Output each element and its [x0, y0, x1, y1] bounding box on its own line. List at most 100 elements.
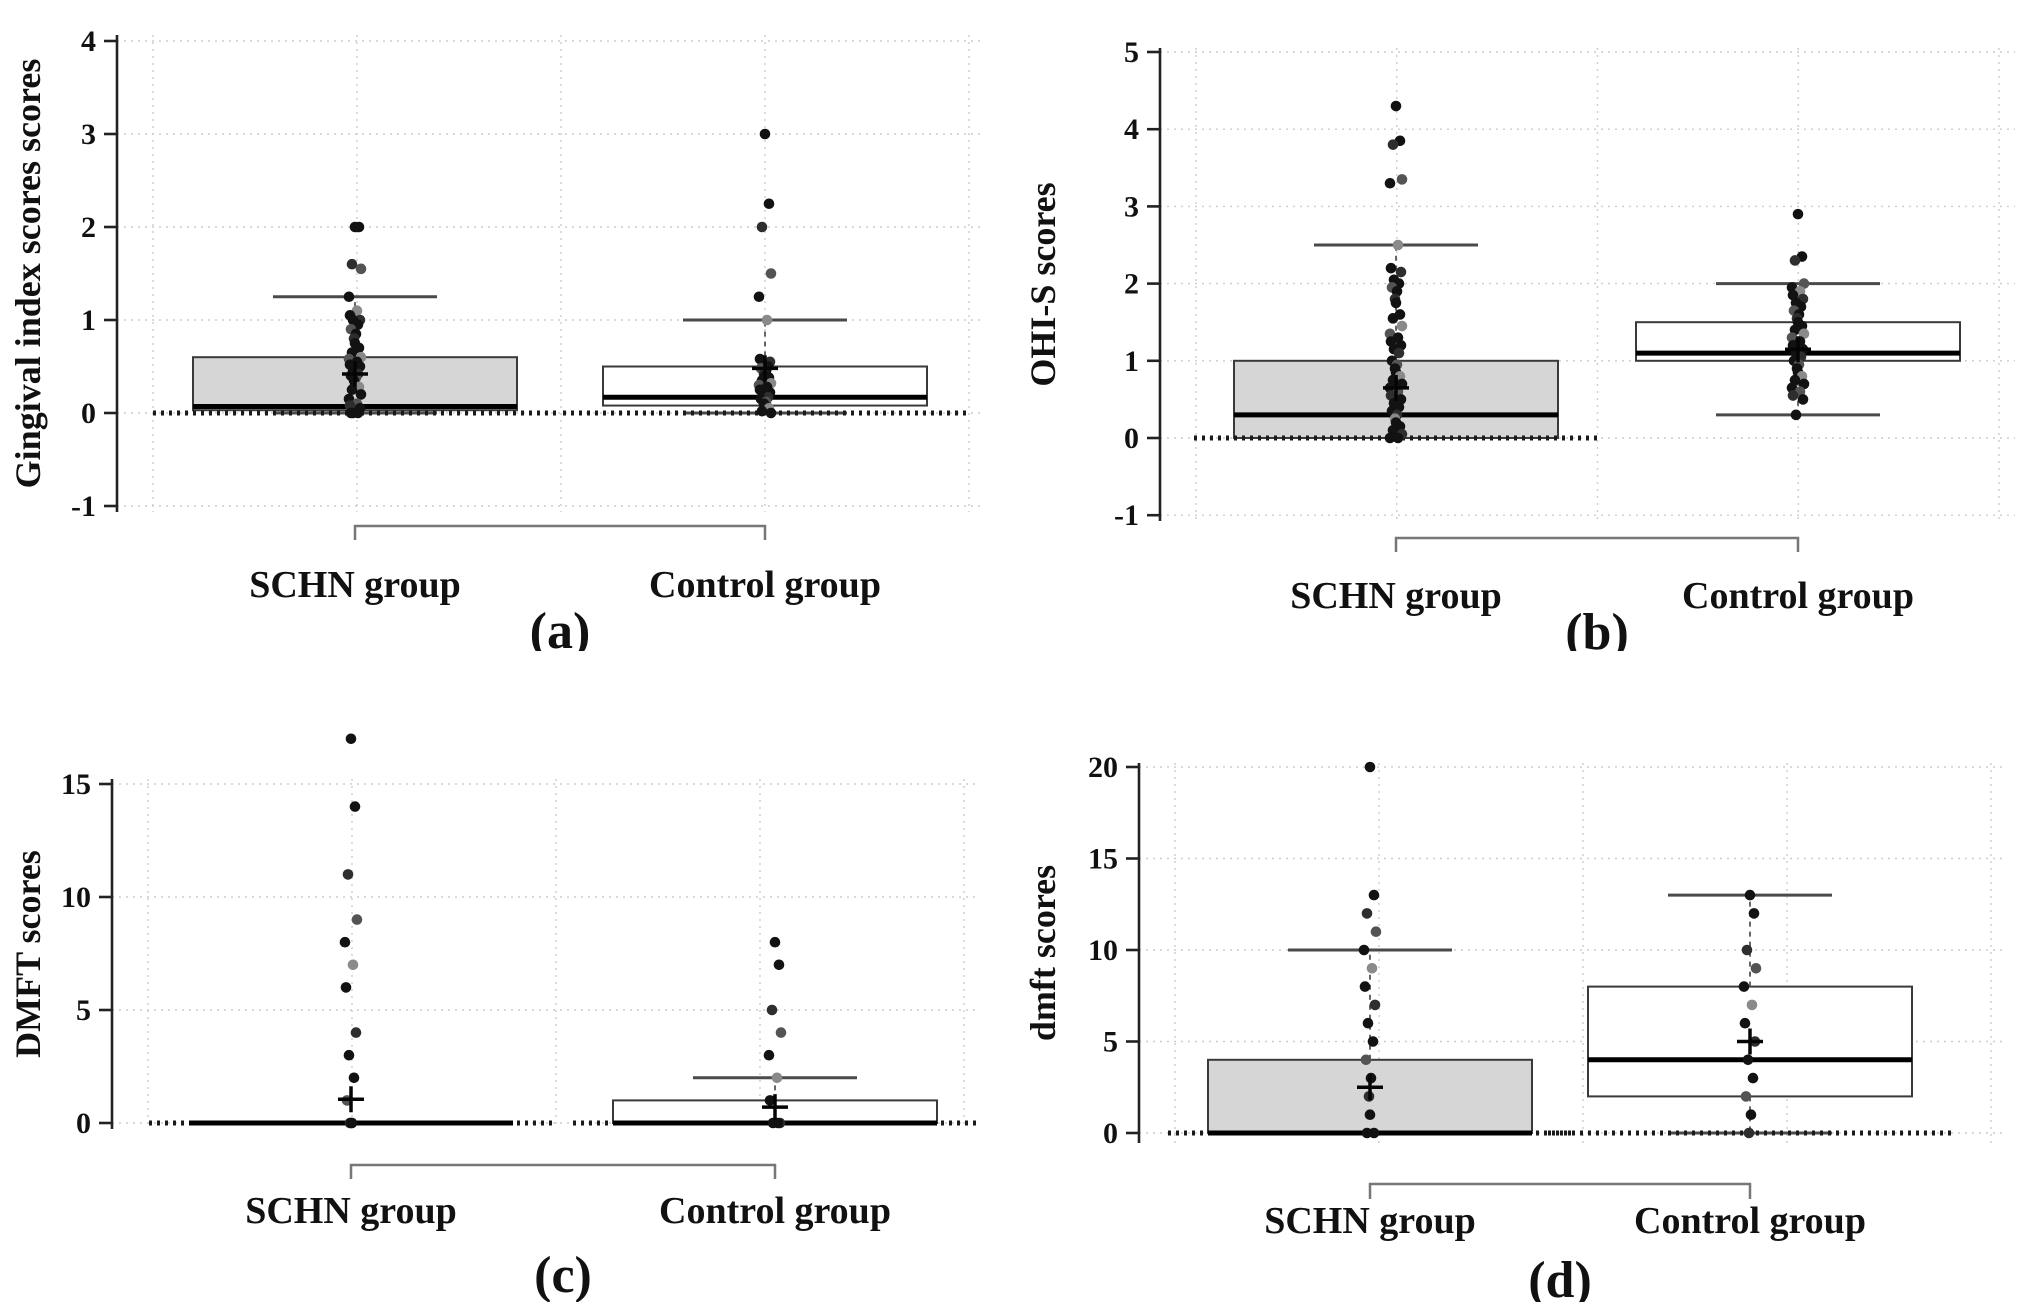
data-point — [1786, 282, 1798, 293]
data-point — [764, 1095, 776, 1106]
data-point — [1361, 1127, 1373, 1139]
panel-letter: (a) — [530, 603, 591, 651]
data-point — [1786, 332, 1798, 343]
data-point — [346, 384, 358, 396]
data-point — [1392, 239, 1404, 251]
y-tick-label: 0 — [1124, 422, 1139, 455]
data-point — [1362, 1017, 1374, 1029]
data-point — [345, 407, 357, 419]
comparison-bracket — [353, 524, 767, 540]
chart-a-gingival-index: -1 0 1 2 3 4 Gingival index scores scores SCHN … — [8, 25, 985, 651]
data-point — [1361, 908, 1373, 919]
group-label: Control group — [659, 1190, 891, 1232]
data-point — [1366, 963, 1378, 974]
group-label: Control group — [649, 564, 881, 606]
data-point — [342, 869, 354, 880]
data-point — [347, 959, 359, 971]
y-tick-label: 15 — [61, 768, 91, 801]
panel-b: -1 0 1 2 3 4 5 OHI-S scores SCHN group Control gr… — [1015, 0, 2030, 651]
mean-marker — [1383, 374, 1409, 401]
data-point — [1368, 889, 1380, 901]
data-point — [1364, 1109, 1376, 1120]
data-point — [766, 1004, 778, 1016]
data-point — [1387, 139, 1399, 150]
data-point — [1750, 963, 1762, 974]
data-point — [1392, 432, 1404, 444]
data-point — [1797, 394, 1809, 405]
panel-letter: (d) — [1528, 1252, 1592, 1302]
data-point — [348, 1072, 360, 1084]
comparison-bracket — [1394, 536, 1800, 552]
y-tick-label: 0 — [81, 397, 96, 430]
mean-marker — [762, 1094, 788, 1121]
data-point — [1370, 926, 1382, 937]
y-tick-label: 3 — [81, 118, 96, 151]
data-point — [1743, 1127, 1755, 1139]
y-tick-label: 1 — [1124, 345, 1139, 378]
y-tick-label: 2 — [81, 211, 96, 244]
data-point — [1358, 944, 1370, 956]
y-tick-label: 1 — [81, 304, 96, 337]
data-point — [1789, 255, 1801, 266]
data-point — [1369, 999, 1381, 1011]
group-label: SCHN group — [1264, 1200, 1476, 1242]
chart-c-dmft-upper: 0 5 10 15 DMFT scores SCHN group Control group… — [8, 733, 980, 1302]
data-point — [345, 1117, 357, 1129]
data-point — [1747, 1072, 1759, 1084]
data-point — [1746, 999, 1758, 1011]
data-point — [1364, 761, 1376, 773]
data-point — [1744, 889, 1756, 901]
y-tick-label: -1 — [71, 490, 96, 523]
y-tick-label: 10 — [61, 881, 91, 914]
panel-letter: (c) — [534, 1247, 592, 1302]
y-axis-title: Gingival index scores scores — [8, 59, 48, 489]
data-point — [1384, 177, 1396, 189]
y-tick-label: 3 — [1124, 190, 1139, 223]
data-point — [1741, 944, 1753, 956]
data-point — [1384, 432, 1396, 444]
data-point — [345, 733, 357, 745]
data-point — [1390, 297, 1402, 309]
data-point — [772, 1117, 784, 1129]
mean-marker — [338, 1086, 364, 1113]
data-point — [1367, 1036, 1379, 1047]
data-point — [759, 128, 771, 140]
y-tick-label: 10 — [1088, 934, 1118, 967]
group-label: Control group — [1634, 1200, 1866, 1242]
data-point — [769, 936, 781, 948]
data-point — [773, 959, 785, 971]
y-tick-label: 0 — [1103, 1117, 1118, 1150]
mean-marker — [1357, 1074, 1383, 1101]
data-point — [350, 1027, 362, 1038]
comparison-bracket — [1368, 1182, 1752, 1199]
data-point — [1790, 409, 1802, 421]
y-tick-label: -1 — [1114, 499, 1139, 532]
data-point — [343, 291, 355, 303]
data-point — [343, 1049, 355, 1061]
data-point — [1359, 981, 1371, 992]
panel-c: 0 5 10 15 DMFT scores SCHN group Control group… — [0, 651, 1015, 1302]
y-tick-label: 15 — [1088, 843, 1118, 876]
group-label: SCHN group — [249, 564, 461, 606]
y-axis-title: OHI-S scores — [1023, 182, 1063, 386]
group-label: SCHN group — [1290, 575, 1502, 617]
data-point — [756, 405, 768, 417]
data-point — [1738, 981, 1750, 992]
group-label: SCHN group — [245, 1190, 457, 1232]
chart-b-ohis: -1 0 1 2 3 4 5 OHI-S scores SCHN group Control gr… — [1023, 36, 2015, 651]
mean-marker — [752, 355, 778, 382]
data-point — [1360, 1054, 1372, 1066]
data-point — [355, 389, 367, 400]
y-tick-label: 5 — [1124, 36, 1139, 69]
data-point — [1396, 174, 1408, 185]
group-label: Control group — [1682, 575, 1914, 617]
data-point — [756, 221, 768, 233]
data-point — [1740, 1091, 1752, 1102]
y-tick-label: 20 — [1088, 751, 1118, 784]
y-tick-label: 0 — [76, 1107, 91, 1140]
data-point — [765, 407, 777, 419]
data-point — [351, 914, 363, 925]
data-point — [1742, 1054, 1754, 1066]
data-point — [761, 314, 773, 326]
